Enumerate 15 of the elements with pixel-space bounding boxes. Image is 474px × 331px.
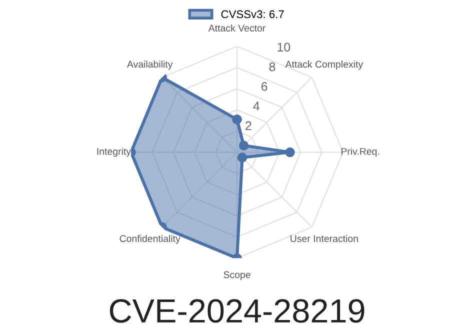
y-tick-label: 4: [253, 102, 260, 110]
spoke-label: Priv.Req.: [341, 148, 380, 157]
y-tick-label: 2: [246, 121, 252, 130]
legend-label: CVSSv3: 6.7: [221, 10, 284, 18]
y-tick-label: 6: [261, 82, 268, 91]
spoke-label: Availability: [126, 60, 173, 70]
spoke-label: Integrity: [97, 148, 131, 157]
spoke-label: Confidentiality: [120, 234, 180, 244]
y-tick-label: 10: [278, 42, 290, 52]
spoke-label: Attack Vector: [208, 24, 266, 32]
spoke-label: Attack Complexity: [285, 60, 364, 70]
y-tick-label: 8: [269, 62, 276, 72]
text: CVE-2024-28219: [110, 299, 364, 323]
spoke-label: Scope: [224, 271, 250, 280]
spoke-label: User Interaction: [290, 234, 358, 242]
